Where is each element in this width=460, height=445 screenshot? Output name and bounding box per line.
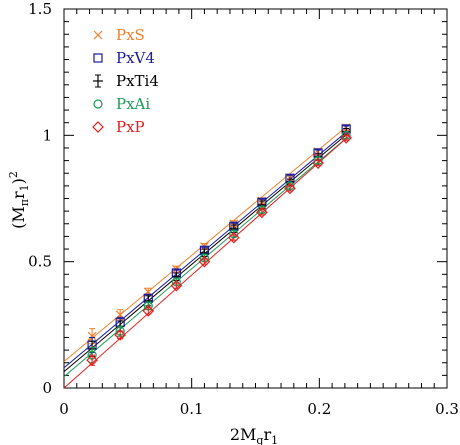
legend-item: PxTi4: [93, 72, 159, 90]
legend-label: PxTi4: [116, 72, 159, 90]
data-point: [198, 255, 211, 268]
y-tick-label: 0.5: [28, 253, 52, 271]
marker-shape: [256, 206, 268, 219]
y-tick-label: 1.5: [28, 0, 52, 18]
data-point: [142, 305, 155, 317]
fit-lines: [63, 123, 351, 389]
legend-item: PxP: [92, 118, 145, 136]
marker-shape: [170, 279, 183, 292]
marker-shape: [340, 132, 352, 144]
x-tick-label: 0.2: [307, 400, 331, 418]
marker-shape: [93, 99, 103, 109]
legend-label: PxS: [116, 26, 145, 44]
data-point: [340, 132, 352, 144]
legend-item: PxV4: [93, 49, 155, 67]
fit-line: [63, 134, 351, 378]
fit-line: [63, 131, 351, 372]
data-points: [86, 123, 352, 367]
data-point: [284, 182, 296, 195]
legend-item: PxAi: [93, 95, 150, 113]
marker-shape: [93, 53, 103, 63]
data-point: [227, 231, 240, 244]
marker-shape: [198, 255, 211, 268]
y-tick-label: 0: [42, 379, 52, 397]
marker-shape: [284, 182, 296, 195]
marker-shape: [312, 157, 324, 169]
legend: PxS PxV4 PxTi4 PxAi PxP: [92, 26, 159, 136]
data-point: [114, 329, 127, 341]
data-point: [256, 206, 268, 219]
legend-label: PxAi: [116, 95, 150, 113]
data-point: [86, 354, 98, 367]
marker-shape: [92, 121, 104, 133]
fit-line: [63, 123, 351, 362]
legend-item: PxS: [93, 26, 145, 44]
y-tick-label: 1: [42, 126, 52, 144]
marker-shape: [227, 231, 240, 244]
x-tick-label: 0: [59, 400, 69, 418]
y-axis-title: (Mπr1)2: [7, 171, 31, 229]
data-point: [312, 157, 324, 169]
legend-label: PxV4: [116, 49, 155, 67]
axis-ticks: 0 0.1 0.2 0.3 0 0.5 1 1.5: [28, 0, 459, 418]
marker-shape: [114, 329, 127, 341]
marker-shape: [86, 354, 98, 367]
x-tick-label: 0.1: [180, 400, 204, 418]
marker-stroke: [87, 331, 97, 341]
marker-shape: [142, 305, 155, 317]
marker-stroke: [93, 30, 103, 40]
data-point: [170, 279, 183, 292]
x-axis-title: 2Mqr1: [230, 425, 278, 445]
x-tick-label: 0.3: [435, 400, 459, 418]
legend-label: PxP: [116, 118, 145, 136]
